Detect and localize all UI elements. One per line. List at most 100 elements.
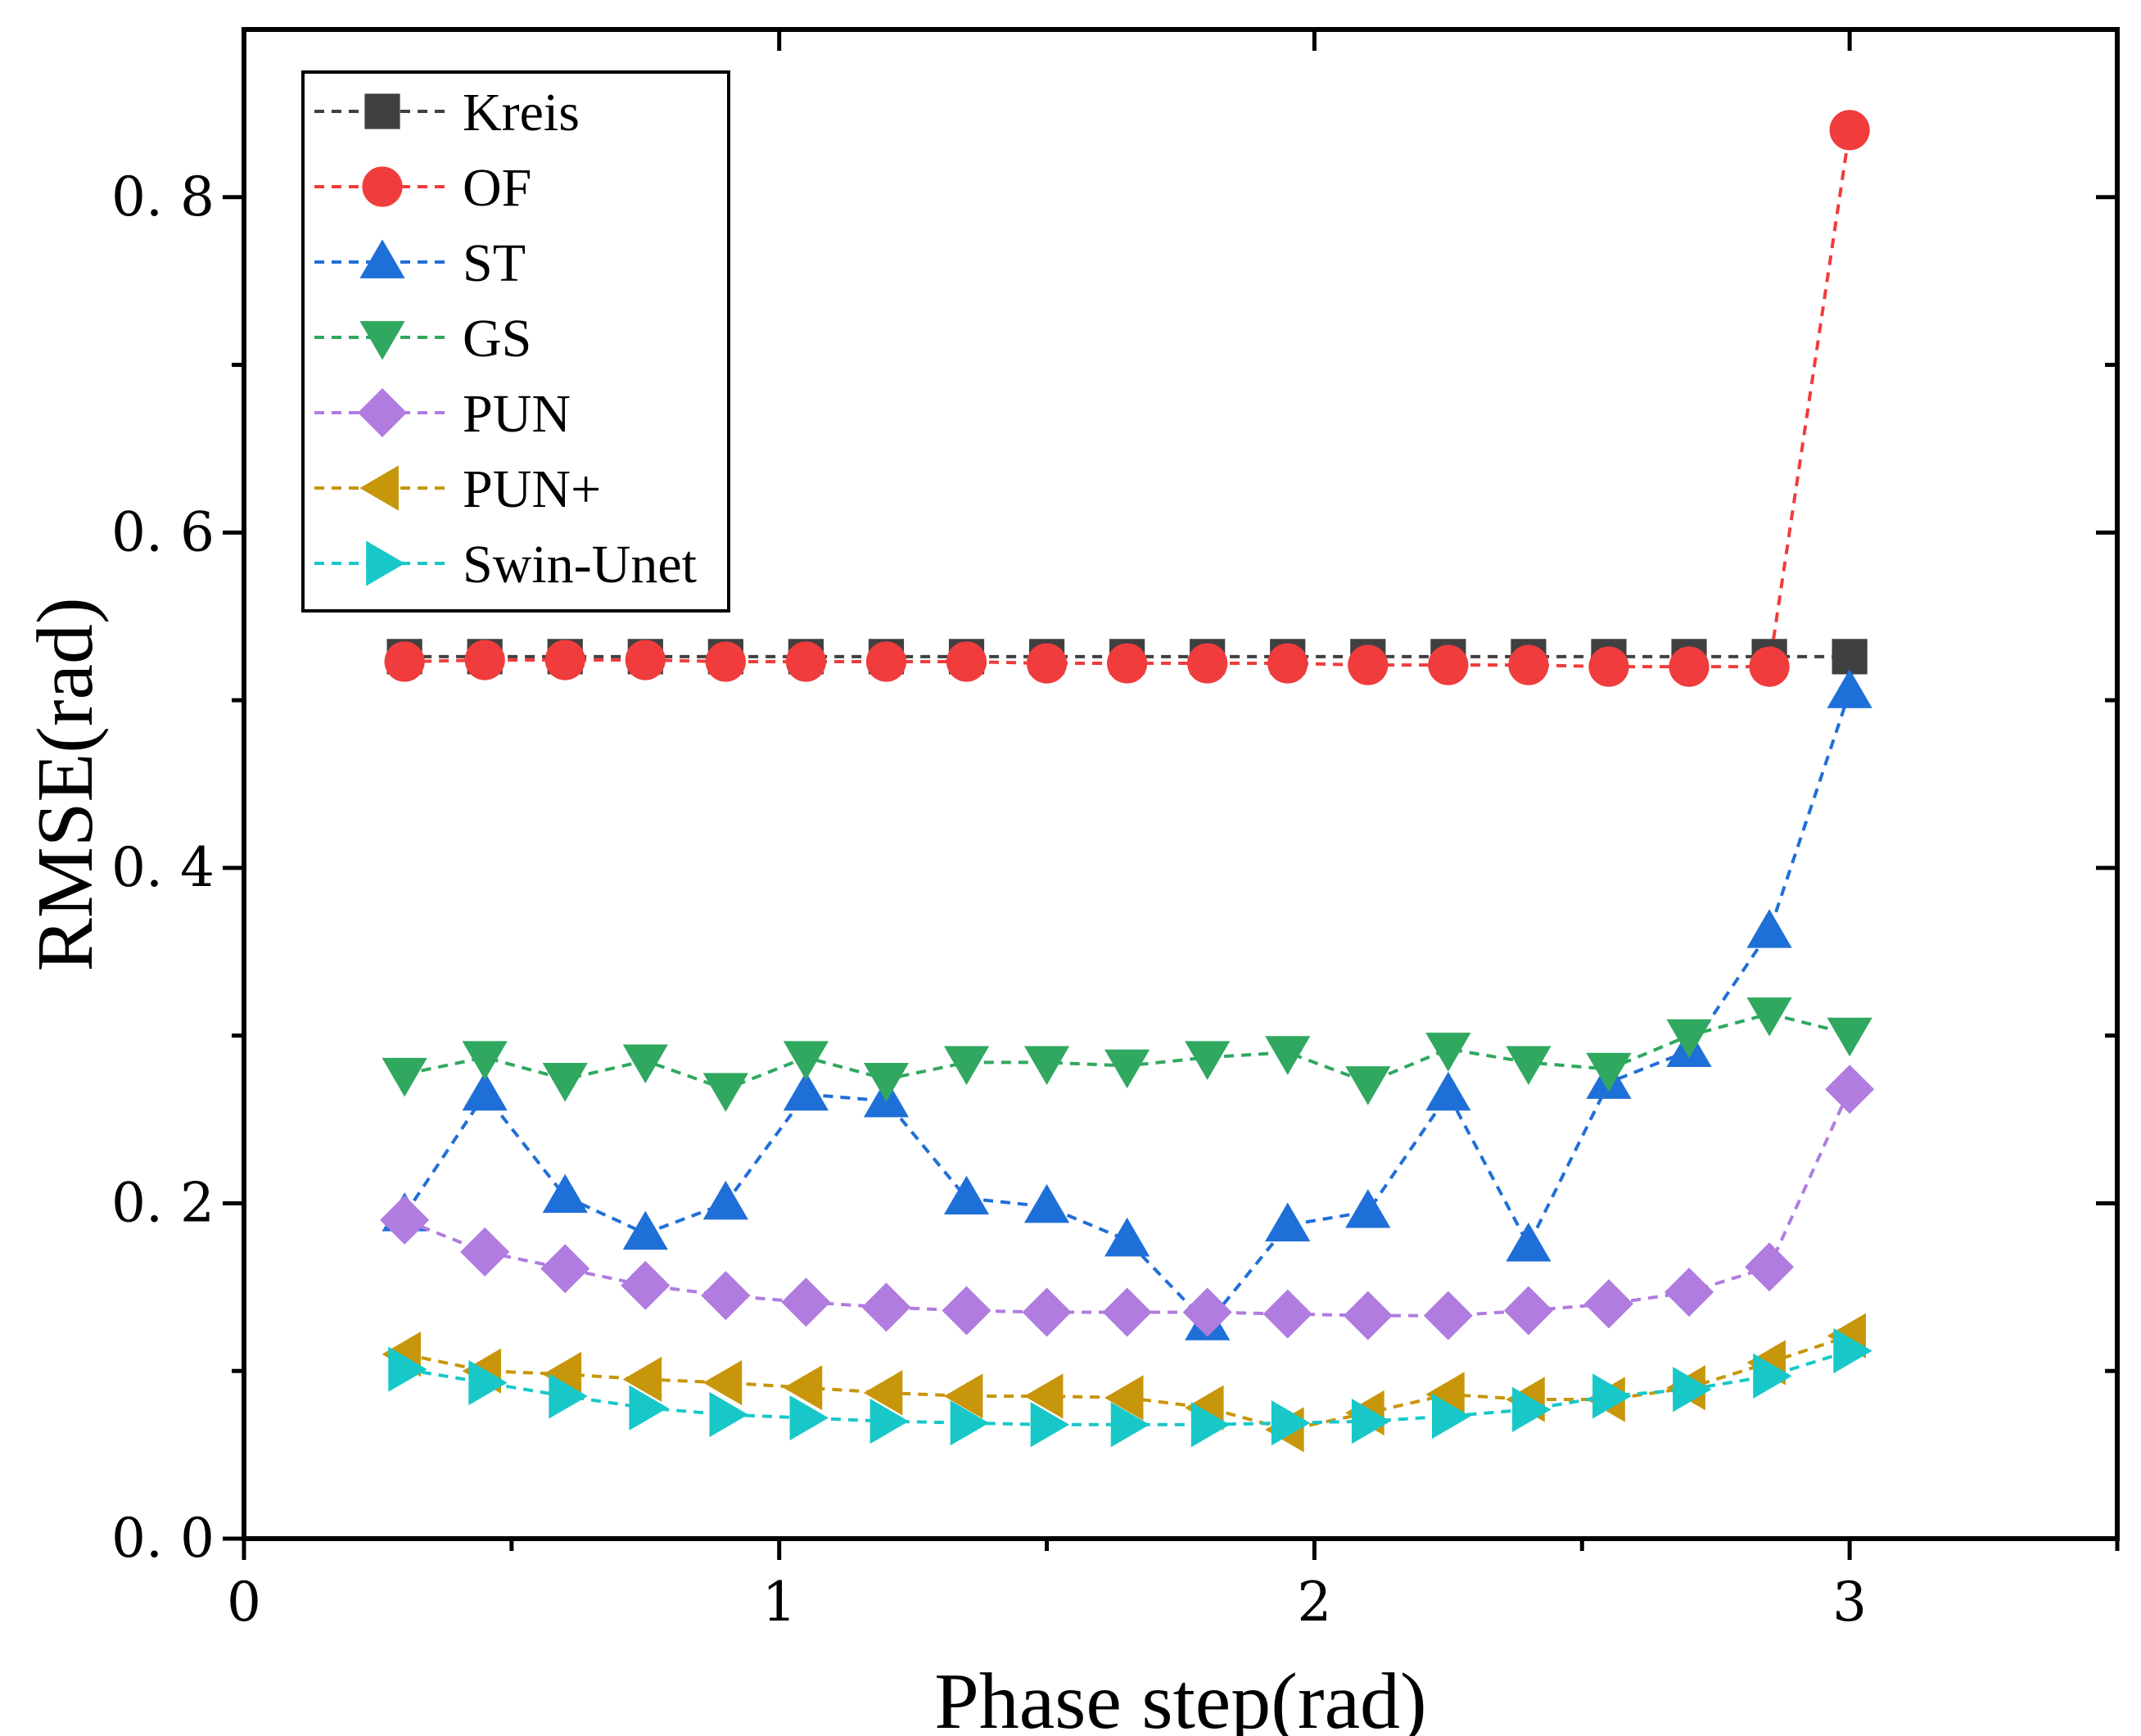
data-point-gs (542, 1063, 588, 1102)
data-point-pun (1583, 1279, 1633, 1329)
data-point-pun (622, 1356, 662, 1403)
data-point-pun (861, 1282, 911, 1332)
data-point-swin-unet (1431, 1393, 1471, 1440)
data-point-pun (1664, 1267, 1714, 1317)
data-point-st (542, 1173, 588, 1214)
data-point-gs (1185, 1041, 1231, 1080)
data-point-gs (1104, 1049, 1150, 1089)
data-point-gs (1425, 1033, 1471, 1072)
legend-marker-swin-unet (366, 540, 405, 586)
data-point-st (1023, 1183, 1070, 1223)
data-point-st (1506, 1223, 1552, 1262)
data-point-of (946, 641, 987, 682)
legend-label-pun: PUN (463, 384, 571, 444)
legend-label-st: ST (463, 233, 526, 293)
data-point-of (1267, 643, 1308, 684)
y-axis-title: RMSE(rad) (21, 597, 110, 971)
data-point-st (622, 1210, 668, 1250)
data-point-gs (863, 1063, 910, 1102)
legend-label-gs: GS (463, 309, 531, 368)
data-point-gs (702, 1073, 748, 1112)
data-point-gs (1265, 1036, 1311, 1075)
data-point-of (1588, 646, 1629, 687)
data-point-of (1829, 110, 1870, 151)
legend-marker-st (359, 239, 405, 278)
series-markers-pun (380, 1065, 1875, 1340)
data-point-pun (1022, 1287, 1072, 1337)
data-point-swin-unet (388, 1346, 427, 1392)
y-tick-label: 0. 4 (111, 836, 215, 899)
legend-label-of: OF (463, 158, 531, 218)
data-point-pun (1102, 1287, 1152, 1337)
y-tick-label: 0. 2 (111, 1171, 215, 1234)
data-point-swin-unet (629, 1385, 668, 1431)
series-markers-gs (382, 997, 1872, 1112)
data-point-swin-unet (1030, 1402, 1070, 1448)
data-point-pun (621, 1260, 671, 1310)
data-point-st (943, 1175, 990, 1215)
data-point-swin-unet (789, 1395, 829, 1441)
data-point-pun (1104, 1375, 1144, 1421)
data-point-swin-unet (1110, 1402, 1150, 1448)
data-point-of (1508, 644, 1549, 685)
data-point-of (1669, 646, 1710, 687)
data-point-gs (1506, 1046, 1552, 1086)
data-point-swin-unet (1512, 1386, 1552, 1432)
data-point-swin-unet (1190, 1402, 1231, 1448)
data-point-swin-unet (709, 1391, 748, 1438)
data-point-of (384, 641, 425, 682)
data-point-pun (1343, 1291, 1393, 1340)
data-point-pun (863, 1370, 903, 1416)
data-point-gs (462, 1041, 508, 1080)
legend-marker-of (362, 166, 403, 207)
legend: Kreis OF ST GS PUN PUN+ Swin-Unet (301, 70, 730, 613)
data-point-pun (702, 1359, 743, 1406)
data-point-st (702, 1180, 748, 1220)
series-markers-st (382, 669, 1872, 1340)
data-point-swin-unet (869, 1399, 910, 1444)
data-point-st (462, 1071, 508, 1111)
data-point-gs (943, 1046, 990, 1086)
data-point-of (785, 641, 827, 682)
data-point-gs (1586, 1052, 1632, 1092)
data-point-pun (1745, 1242, 1795, 1292)
data-point-of (865, 641, 907, 682)
series-markers-swin-unet (388, 1328, 1872, 1448)
y-tick-label: 0. 0 (111, 1507, 215, 1570)
data-point-pun (1503, 1286, 1553, 1336)
data-point-pun (783, 1365, 823, 1411)
legend-marker-gs (359, 321, 405, 360)
legend-marker-pun (359, 465, 399, 511)
data-point-swin-unet (1673, 1367, 1712, 1413)
series-line-pun (404, 1088, 1851, 1318)
data-point-swin-unet (1753, 1353, 1792, 1399)
data-point-pun (701, 1271, 751, 1321)
legend-marker-pun (358, 388, 407, 437)
data-point-kreis (1832, 639, 1868, 675)
data-point-pun (942, 1286, 991, 1336)
data-point-swin-unet (1271, 1400, 1311, 1446)
data-point-of (1348, 644, 1389, 685)
data-point-pun (1425, 1372, 1465, 1417)
data-point-st (1746, 909, 1792, 948)
data-point-st (1265, 1202, 1311, 1241)
data-point-st (1425, 1071, 1471, 1111)
x-tick-label: 0 (227, 1571, 261, 1634)
data-point-gs (1345, 1066, 1391, 1105)
data-point-gs (1666, 1019, 1712, 1059)
data-point-gs (1023, 1046, 1070, 1086)
legend-label-pun: PUN+ (463, 459, 601, 519)
data-point-of (1749, 646, 1790, 687)
data-point-of (625, 640, 666, 680)
data-point-of (464, 640, 505, 680)
data-point-gs (783, 1041, 829, 1080)
data-point-of (1026, 643, 1068, 684)
data-point-pun (540, 1244, 590, 1294)
legend-label-kreis: Kreis (463, 83, 580, 142)
data-point-swin-unet (1833, 1328, 1872, 1374)
data-point-pun (943, 1373, 983, 1419)
data-point-swin-unet (1592, 1373, 1632, 1419)
y-tick-label: 0. 6 (111, 500, 215, 563)
data-point-pun (1023, 1373, 1064, 1419)
